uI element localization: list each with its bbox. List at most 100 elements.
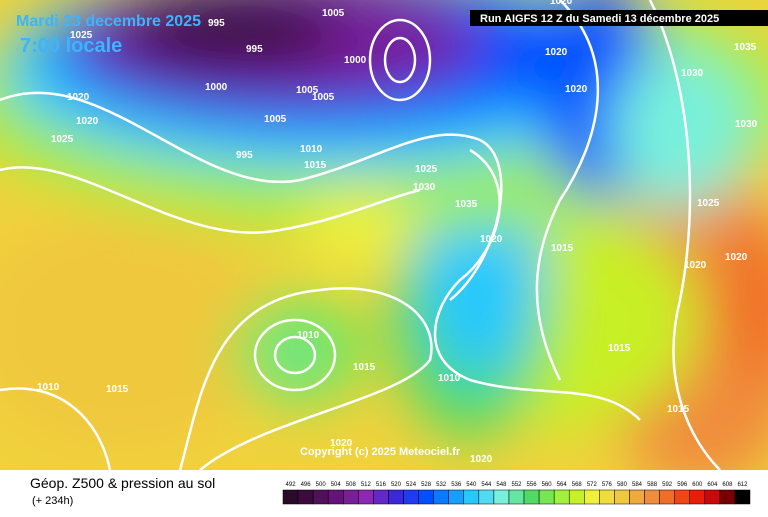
isobar-label: 1015 bbox=[304, 160, 327, 171]
legend-swatch bbox=[523, 489, 540, 505]
isobar-label: 1020 bbox=[545, 47, 568, 58]
isobar-label: 1035 bbox=[455, 199, 478, 210]
isobar-label: 1020 bbox=[565, 84, 588, 95]
legend-swatch bbox=[599, 489, 615, 505]
isobar-label: 1020 bbox=[470, 454, 493, 465]
isobar-label: 1025 bbox=[70, 30, 93, 41]
isobar-label: 1030 bbox=[735, 119, 758, 130]
legend-swatch bbox=[388, 489, 404, 505]
legend-swatch bbox=[704, 489, 721, 505]
legend-swatch bbox=[297, 489, 314, 505]
isobar-label: 1020 bbox=[550, 0, 573, 7]
isobar-label: 1020 bbox=[76, 116, 99, 127]
legend-label: 572 bbox=[587, 482, 598, 488]
legend-label: 500 bbox=[316, 482, 327, 488]
map: Run AIGFS 12 Z du Samedi 13 décembre 202… bbox=[0, 0, 768, 470]
legend-label: 560 bbox=[542, 482, 553, 488]
legend-label: 608 bbox=[722, 482, 733, 488]
legend-swatch bbox=[358, 489, 374, 505]
legend-label: 580 bbox=[617, 482, 628, 488]
isobar-label: 1020 bbox=[330, 438, 353, 449]
legend-label: 504 bbox=[331, 482, 342, 488]
legend-label: 532 bbox=[436, 482, 447, 488]
isobar-label: 1015 bbox=[667, 404, 690, 415]
legend-label: 492 bbox=[286, 482, 297, 488]
footer-lead: (+ 234h) bbox=[32, 495, 73, 507]
isobar-label: 1010 bbox=[300, 144, 323, 155]
isobar-label: 1025 bbox=[415, 164, 438, 175]
legend-label: 564 bbox=[557, 482, 568, 488]
legend-label: 540 bbox=[466, 482, 477, 488]
legend-swatch bbox=[312, 489, 329, 505]
legend-label: 516 bbox=[376, 482, 387, 488]
isobar-label: 1015 bbox=[106, 384, 129, 395]
legend-label: 612 bbox=[737, 482, 748, 488]
legend-label: 600 bbox=[692, 482, 703, 488]
isobar-label: 1010 bbox=[297, 330, 320, 341]
isobar-label: 1030 bbox=[681, 68, 704, 79]
legend-swatch bbox=[403, 489, 419, 505]
legend-label: 604 bbox=[707, 482, 718, 488]
isobar-label: 1030 bbox=[413, 182, 436, 193]
legend-label: 520 bbox=[391, 482, 402, 488]
legend-label: 536 bbox=[451, 482, 462, 488]
legend-swatch bbox=[719, 489, 736, 505]
legend-label: 568 bbox=[572, 482, 583, 488]
isobar-label: 1010 bbox=[438, 373, 461, 384]
legend-label: 548 bbox=[496, 482, 507, 488]
legend-swatch bbox=[659, 489, 675, 505]
isobar-label: 1005 bbox=[296, 85, 319, 96]
date: Mardi 23 decembre 2025 bbox=[16, 13, 201, 30]
legend-swatch bbox=[508, 489, 525, 505]
legend-swatch bbox=[689, 489, 706, 505]
legend-label: 524 bbox=[406, 482, 417, 488]
legend-label: 552 bbox=[511, 482, 522, 488]
legend-label: 544 bbox=[481, 482, 492, 488]
legend-swatch bbox=[343, 489, 359, 505]
legend-label: 592 bbox=[662, 482, 673, 488]
legend-swatch bbox=[644, 489, 660, 505]
legend-swatch bbox=[282, 489, 299, 505]
isobar-label: 1020 bbox=[480, 234, 503, 245]
legend-swatch bbox=[674, 489, 690, 505]
legend-swatch bbox=[493, 489, 510, 505]
legend-swatch bbox=[433, 489, 449, 505]
legend-swatch bbox=[538, 489, 555, 505]
legend-label: 556 bbox=[527, 482, 538, 488]
legend-swatch bbox=[734, 489, 751, 505]
isobar-label: 1005 bbox=[264, 114, 287, 125]
isobar-label: 1000 bbox=[344, 55, 367, 66]
isobar-label: 995 bbox=[236, 150, 253, 161]
isobar-label: 1015 bbox=[551, 243, 574, 254]
time: 7:00 locale bbox=[20, 35, 122, 57]
isobar-label: 1035 bbox=[734, 42, 757, 53]
isobar-label: 995 bbox=[208, 18, 225, 29]
copyright: Copyright (c) 2025 Meteociel.fr bbox=[300, 446, 461, 458]
isobar-label: 1005 bbox=[322, 8, 345, 19]
isobar-label: 1025 bbox=[697, 198, 720, 209]
isobar-label: 1000 bbox=[205, 82, 228, 93]
legend-swatch bbox=[463, 489, 480, 505]
isobar-label: 1025 bbox=[51, 134, 74, 145]
legend-label: 596 bbox=[677, 482, 688, 488]
isobar-label: 1005 bbox=[312, 92, 335, 103]
footer-title: Géop. Z500 & pression au sol bbox=[30, 475, 215, 491]
isobar-label: 1010 bbox=[37, 382, 60, 393]
legend-label: 576 bbox=[602, 482, 613, 488]
legend-label: 496 bbox=[301, 482, 312, 488]
isobar-label: 1015 bbox=[353, 362, 376, 373]
legend-swatch bbox=[614, 489, 630, 505]
legend-swatch bbox=[568, 489, 585, 505]
isobar-label: 1015 bbox=[608, 343, 631, 354]
legend-swatch bbox=[584, 489, 600, 505]
run-info: Run AIGFS 12 Z du Samedi 13 décembre 202… bbox=[480, 13, 719, 25]
isobar-label: 1020 bbox=[725, 252, 748, 263]
isobars bbox=[0, 0, 721, 470]
isobar-label: 1020 bbox=[67, 92, 90, 103]
legend-swatch bbox=[448, 489, 465, 505]
legend-label: 512 bbox=[361, 482, 372, 488]
legend-label: 528 bbox=[421, 482, 432, 488]
isobar-label: 995 bbox=[246, 44, 263, 55]
legend-swatch bbox=[478, 489, 495, 505]
